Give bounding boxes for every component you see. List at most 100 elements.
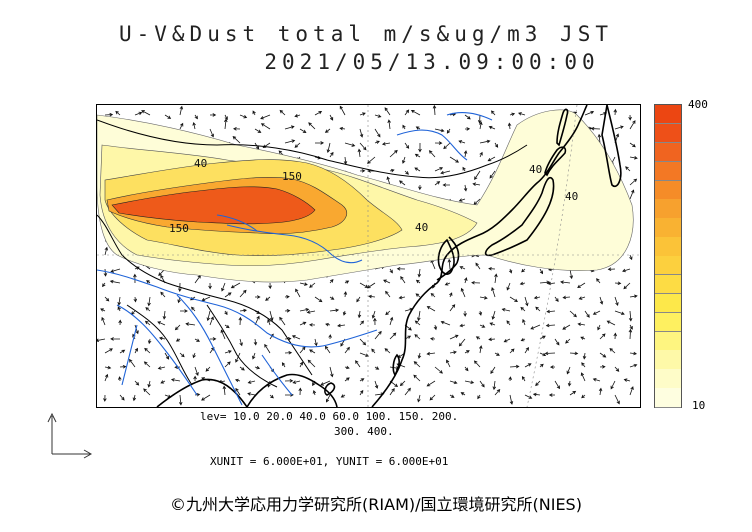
wind-vector xyxy=(374,330,382,340)
wind-vector xyxy=(521,375,526,382)
wind-vector xyxy=(524,296,529,307)
wind-vector xyxy=(247,392,256,396)
colorbar-band xyxy=(655,256,681,276)
wind-vector xyxy=(554,380,560,390)
wind-vector xyxy=(359,389,364,396)
wind-vector xyxy=(567,380,572,387)
wind-vector xyxy=(104,112,114,117)
wind-vector xyxy=(103,268,108,277)
wind-vector xyxy=(389,316,394,326)
wind-vector xyxy=(629,142,636,148)
wind-vector xyxy=(554,296,559,302)
wind-vector xyxy=(374,114,382,118)
wind-vector xyxy=(554,338,560,346)
wind-vector xyxy=(414,153,421,158)
wind-vector xyxy=(479,324,486,328)
wind-vector xyxy=(413,374,421,382)
wind-vector xyxy=(508,268,513,274)
wind-vector xyxy=(179,105,184,116)
wind-vector xyxy=(253,338,258,346)
wind-vector xyxy=(599,296,604,305)
contour-label: 40 xyxy=(565,190,578,203)
wind-vector xyxy=(613,108,618,116)
wind-vector xyxy=(359,142,367,151)
wind-vector xyxy=(464,350,470,354)
wind-vector xyxy=(491,287,496,298)
wind-vector xyxy=(414,167,421,172)
wind-vector xyxy=(147,296,151,307)
wind-vector xyxy=(400,276,406,284)
wind-vector xyxy=(104,348,113,354)
wind-vector xyxy=(224,310,228,316)
contour-label: 150 xyxy=(282,170,302,183)
wind-vector xyxy=(194,338,200,342)
wind-vector xyxy=(629,386,634,396)
wind-vector xyxy=(97,338,106,343)
wind-vector xyxy=(479,139,491,144)
wind-vector xyxy=(464,277,468,284)
wind-vector xyxy=(239,338,243,347)
wind-vector xyxy=(582,352,587,360)
wind-vector xyxy=(628,328,633,340)
wind-vector xyxy=(284,125,295,130)
wind-vector xyxy=(356,296,361,303)
wind-vector xyxy=(329,308,340,313)
rivers xyxy=(97,111,493,406)
wind-vector xyxy=(539,352,547,357)
wind-vector xyxy=(222,385,227,396)
wind-vector xyxy=(629,178,638,186)
wind-vector xyxy=(175,338,181,342)
wind-vector xyxy=(209,337,217,341)
wind-vector xyxy=(479,296,488,300)
wind-vector xyxy=(519,281,526,286)
wind-vector xyxy=(401,156,406,164)
wind-vector xyxy=(623,378,631,382)
wind-vector xyxy=(191,306,196,312)
national-borders xyxy=(97,119,528,388)
wind-vector xyxy=(613,332,618,340)
wind-vector xyxy=(577,322,586,327)
wind-vector xyxy=(610,380,616,390)
wind-vector xyxy=(625,166,631,172)
wind-vector xyxy=(463,150,468,158)
wind-vector xyxy=(134,380,140,386)
wind-vector xyxy=(109,279,121,284)
colorbar-band xyxy=(655,123,681,144)
wind-vector xyxy=(141,110,151,116)
wind-vector xyxy=(284,379,294,383)
wind-vector xyxy=(104,365,112,370)
wind-vector xyxy=(474,170,481,181)
wind-vector xyxy=(535,306,541,312)
colorbar-band xyxy=(655,293,681,314)
wind-vector xyxy=(459,323,466,328)
wind-vector xyxy=(629,120,636,130)
wind-vector xyxy=(432,105,437,116)
wind-vector xyxy=(404,387,411,396)
wind-vector xyxy=(507,122,512,130)
wind-vector xyxy=(162,310,167,320)
wind-vector xyxy=(299,361,303,368)
wind-vector xyxy=(402,124,406,130)
wind-vector xyxy=(414,334,421,340)
wind-vector xyxy=(629,324,633,330)
wind-vector xyxy=(539,268,544,275)
wind-vector xyxy=(449,334,459,340)
wind-vector xyxy=(446,128,451,134)
wind-vector xyxy=(488,337,496,342)
wind-vector xyxy=(339,126,346,131)
wind-vector xyxy=(312,389,317,396)
wind-vector xyxy=(309,323,316,327)
wind-vector xyxy=(433,324,438,331)
wind-vector xyxy=(503,338,511,343)
colorbar-band xyxy=(655,105,681,125)
wind-vector xyxy=(260,114,271,120)
wind-vector xyxy=(489,170,496,179)
wind-vector xyxy=(230,282,241,289)
vector-unit-text: XUNIT = 6.000E+01, YUNIT = 6.000E+01 xyxy=(210,455,449,468)
wind-vector xyxy=(252,110,256,116)
wind-vector xyxy=(417,352,422,359)
wind-vector xyxy=(264,343,271,354)
wind-vector xyxy=(371,348,376,354)
wind-vector xyxy=(185,322,196,326)
wind-vector xyxy=(110,268,121,273)
